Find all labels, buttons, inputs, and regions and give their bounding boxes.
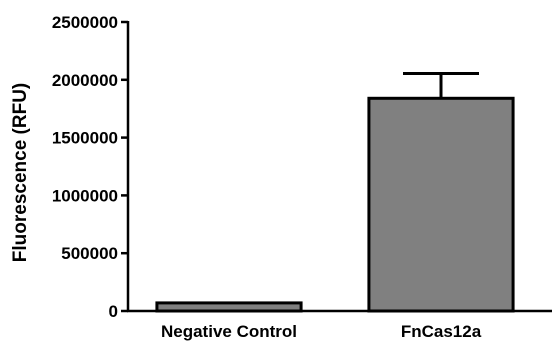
y-tick-label: 1500000 <box>52 129 118 148</box>
x-tick-label: Negative Control <box>161 322 297 341</box>
error-bars-group <box>403 71 479 99</box>
y-tick-label: 500000 <box>61 244 118 263</box>
y-tick-label: 1000000 <box>52 186 118 205</box>
y-axis-title: Fluorescence (RFU) <box>10 83 31 262</box>
axes-group <box>126 21 552 313</box>
y-tick-label: 2000000 <box>52 71 118 90</box>
bar-fncas12a <box>367 96 515 313</box>
x-ticks-group: Negative Control FnCas12a <box>161 322 482 341</box>
y-tick-label: 2500000 <box>52 13 118 32</box>
bars-group <box>155 96 515 313</box>
y-tick-label: 0 <box>109 302 118 321</box>
x-tick-label: FnCas12a <box>401 322 482 341</box>
y-ticks-group: 0 500000 1000000 1500000 2000000 2500000 <box>52 13 128 321</box>
